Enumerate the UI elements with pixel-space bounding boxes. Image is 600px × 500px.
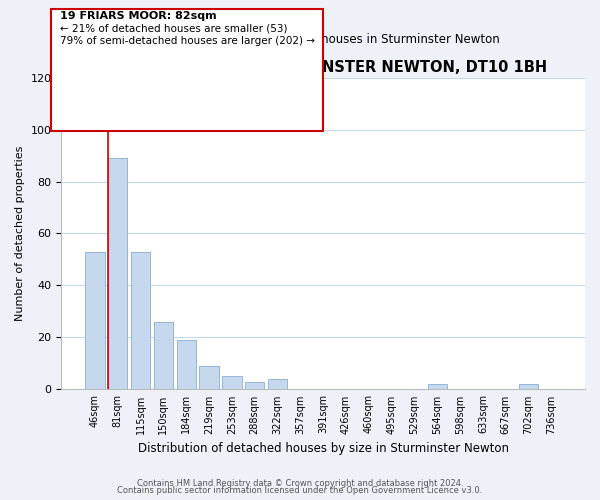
Text: 19 FRIARS MOOR: 82sqm: 19 FRIARS MOOR: 82sqm xyxy=(60,12,217,22)
Text: Size of property relative to detached houses in Sturminster Newton: Size of property relative to detached ho… xyxy=(100,32,500,46)
Text: 79% of semi-detached houses are larger (202) →: 79% of semi-detached houses are larger (… xyxy=(60,36,315,46)
Bar xyxy=(428,384,447,390)
Bar xyxy=(519,384,538,390)
X-axis label: Distribution of detached houses by size in Sturminster Newton: Distribution of detached houses by size … xyxy=(138,442,509,455)
Text: Contains public sector information licensed under the Open Government Licence v3: Contains public sector information licen… xyxy=(118,486,482,495)
Bar xyxy=(154,322,173,390)
Bar xyxy=(268,379,287,390)
Bar xyxy=(222,376,242,390)
Bar xyxy=(85,252,104,390)
Bar xyxy=(245,382,265,390)
Bar xyxy=(176,340,196,390)
Bar xyxy=(108,158,127,390)
Bar xyxy=(199,366,219,390)
Y-axis label: Number of detached properties: Number of detached properties xyxy=(15,146,25,321)
Text: Contains HM Land Registry data © Crown copyright and database right 2024.: Contains HM Land Registry data © Crown c… xyxy=(137,478,463,488)
Title: 19, FRIARS MOOR, STURMINSTER NEWTON, DT10 1BH: 19, FRIARS MOOR, STURMINSTER NEWTON, DT1… xyxy=(100,60,547,75)
Text: ← 21% of detached houses are smaller (53): ← 21% of detached houses are smaller (53… xyxy=(60,24,287,34)
Bar xyxy=(131,252,150,390)
